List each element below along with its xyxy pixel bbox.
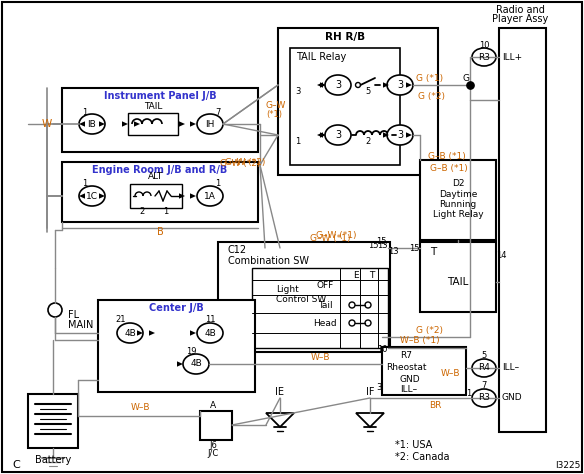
Text: 3: 3 <box>377 383 382 392</box>
Text: 5: 5 <box>481 352 486 361</box>
Polygon shape <box>149 330 155 336</box>
Text: G (*2): G (*2) <box>416 326 443 335</box>
Text: C12: C12 <box>228 245 247 255</box>
Text: G–W (*1): G–W (*1) <box>316 230 356 239</box>
Text: TAIL: TAIL <box>144 101 162 110</box>
Text: 2: 2 <box>366 137 371 146</box>
Text: Head: Head <box>313 319 337 328</box>
Text: 4B: 4B <box>204 328 216 337</box>
Text: 1: 1 <box>215 179 221 188</box>
Polygon shape <box>406 132 412 138</box>
Text: 15: 15 <box>409 244 420 253</box>
Text: J6: J6 <box>209 441 217 450</box>
Polygon shape <box>383 82 389 88</box>
Text: 1: 1 <box>466 389 471 398</box>
Text: 1A: 1A <box>204 191 216 201</box>
Text: Light Relay: Light Relay <box>433 210 484 219</box>
Polygon shape <box>420 242 496 312</box>
Text: ILL+: ILL+ <box>502 53 522 62</box>
Text: G–W (*1): G–W (*1) <box>310 234 350 243</box>
Text: 21: 21 <box>116 316 126 325</box>
Text: W–B: W–B <box>440 368 460 377</box>
Text: Center J/B: Center J/B <box>148 303 203 313</box>
Polygon shape <box>252 268 388 348</box>
Text: ILL–: ILL– <box>400 385 417 394</box>
Text: (*1): (*1) <box>266 109 282 118</box>
Text: Battery: Battery <box>35 455 71 465</box>
Polygon shape <box>190 121 196 127</box>
Text: OFF: OFF <box>317 281 333 290</box>
Text: TAIL: TAIL <box>447 277 469 287</box>
Circle shape <box>48 303 62 317</box>
Text: IF: IF <box>366 387 374 397</box>
Polygon shape <box>137 330 143 336</box>
Text: 5: 5 <box>366 86 371 95</box>
Text: C: C <box>12 460 20 470</box>
Text: G–B (*1): G–B (*1) <box>430 164 468 173</box>
Polygon shape <box>382 347 466 395</box>
Polygon shape <box>79 121 85 127</box>
Polygon shape <box>420 160 496 240</box>
Text: 13: 13 <box>388 246 399 255</box>
Text: 3: 3 <box>397 130 403 140</box>
Polygon shape <box>278 28 438 175</box>
Text: 7: 7 <box>215 108 221 117</box>
Ellipse shape <box>387 75 413 95</box>
Text: 13: 13 <box>377 240 388 249</box>
Text: 3: 3 <box>397 80 403 90</box>
Polygon shape <box>62 88 258 152</box>
Polygon shape <box>317 132 323 138</box>
Ellipse shape <box>197 323 223 343</box>
Text: 1: 1 <box>82 179 88 188</box>
Text: GND: GND <box>400 374 420 383</box>
Ellipse shape <box>472 359 496 377</box>
Polygon shape <box>200 411 232 440</box>
Text: 15: 15 <box>377 237 387 246</box>
Text: G–W (*2): G–W (*2) <box>220 158 260 167</box>
Text: IH: IH <box>206 119 215 128</box>
Ellipse shape <box>387 125 413 145</box>
Circle shape <box>349 320 355 326</box>
Text: 1: 1 <box>82 108 88 117</box>
Text: Control SW: Control SW <box>276 295 326 304</box>
Text: 2: 2 <box>140 207 145 216</box>
Text: W–B: W–B <box>130 403 150 412</box>
Text: 4B: 4B <box>124 328 136 337</box>
Text: MAIN: MAIN <box>68 320 93 330</box>
Circle shape <box>365 320 371 326</box>
Text: Light: Light <box>276 285 299 294</box>
Polygon shape <box>218 242 390 352</box>
Polygon shape <box>99 121 105 127</box>
Polygon shape <box>128 113 178 135</box>
Text: FL: FL <box>68 310 79 320</box>
Text: B: B <box>157 227 164 237</box>
Polygon shape <box>179 193 185 199</box>
Text: Running: Running <box>439 200 477 209</box>
Text: 11: 11 <box>205 316 215 325</box>
Polygon shape <box>98 300 255 392</box>
Text: J/C: J/C <box>207 449 218 458</box>
Polygon shape <box>28 394 78 448</box>
Text: T: T <box>430 247 436 257</box>
Circle shape <box>365 302 371 308</box>
Text: 1: 1 <box>164 207 169 216</box>
Polygon shape <box>190 193 196 199</box>
Text: ILL–: ILL– <box>502 364 519 373</box>
Text: E: E <box>353 271 359 280</box>
Text: R4: R4 <box>478 364 490 373</box>
Text: Tail: Tail <box>318 301 332 310</box>
Text: W: W <box>42 119 52 129</box>
Text: G–B (*1): G–B (*1) <box>428 152 466 161</box>
Text: Player Assy: Player Assy <box>492 14 548 24</box>
Ellipse shape <box>325 75 351 95</box>
Text: *1: USA: *1: USA <box>395 440 432 450</box>
Text: Engine Room J/B and R/B: Engine Room J/B and R/B <box>92 165 228 175</box>
Text: 10: 10 <box>479 40 489 49</box>
Text: G–W (*2): G–W (*2) <box>225 157 265 166</box>
Text: W–B (*1): W–B (*1) <box>400 336 440 345</box>
Ellipse shape <box>197 114 223 134</box>
Text: Instrument Panel J/B: Instrument Panel J/B <box>104 91 216 101</box>
Text: G (*2): G (*2) <box>419 91 446 100</box>
Text: 4B: 4B <box>190 359 202 368</box>
